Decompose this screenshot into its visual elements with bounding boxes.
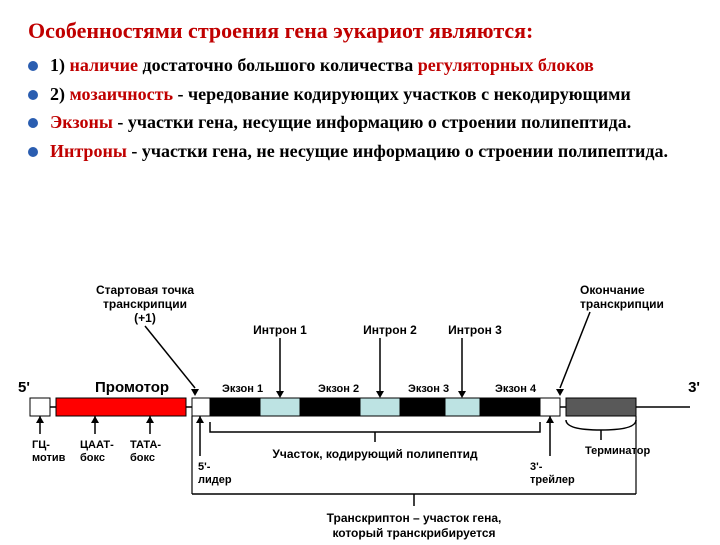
exon2-label: Экзон 2 <box>318 383 359 395</box>
intron3-label: Интрон 3 <box>448 323 502 337</box>
svg-text:бокс: бокс <box>130 452 155 464</box>
svg-text:транскрипции: транскрипции <box>103 297 187 311</box>
seg-gc-motif <box>30 398 50 416</box>
svg-text:бокс: бокс <box>80 452 105 464</box>
svg-text:(+1): (+1) <box>134 311 156 325</box>
svg-text:Стартовая точка: Стартовая точка <box>96 283 194 297</box>
seg-intron3 <box>445 398 480 416</box>
exon3-label: Экзон 3 <box>408 383 449 395</box>
seg-leader <box>192 398 210 416</box>
svg-text:транскрипции: транскрипции <box>580 297 664 311</box>
transcripton-label-2: который транскрибируется <box>332 526 495 540</box>
svg-text:трейлер: трейлер <box>530 474 575 486</box>
promoter-label: Промотор <box>95 379 169 396</box>
trailer-label: 3'- <box>530 461 543 473</box>
svg-text:лидер: лидер <box>198 474 232 486</box>
seg-exon4 <box>480 398 540 416</box>
seg-promoter <box>56 398 186 416</box>
slide-title: Особенностями строения гена эукариот явл… <box>28 18 692 44</box>
intron2-label: Интрон 2 <box>363 323 417 337</box>
seg-intron1 <box>260 398 300 416</box>
bullet-2: 2) мозаичность - чередование кодирующих … <box>28 83 692 106</box>
gene-diagram: 5' 3' Промотор Экзон 1 Экзон 2 Экзон 3 Экзон 4… <box>0 278 720 540</box>
exon4-label: Экзон 4 <box>495 383 537 395</box>
bullet-3: Экзоны - участки гена, несущие информаци… <box>28 111 692 134</box>
seg-terminator <box>566 398 636 416</box>
five-prime-label: 5' <box>18 379 30 396</box>
caat-box-label: ЦААТ- <box>80 439 114 451</box>
leader-label: 5'- <box>198 461 211 473</box>
seg-exon2a <box>300 398 330 416</box>
intron1-label: Интрон 1 <box>253 323 307 337</box>
tata-box-label: ТАТА- <box>130 439 161 451</box>
seg-exon1 <box>210 398 260 416</box>
gc-motif-label: ГЦ- <box>32 439 50 451</box>
terminator-label: Терминатор <box>585 445 650 457</box>
bullet-4: Интроны - участки гена, не несущие инфор… <box>28 140 692 163</box>
seg-exon2b <box>330 398 360 416</box>
bullet-list: 1) наличие достаточно большого количеств… <box>28 54 692 162</box>
coding-region-label: Участок, кодирующий полипептид <box>272 447 478 461</box>
seg-exon3 <box>400 398 445 416</box>
svg-text:Окончание: Окончание <box>580 283 645 297</box>
seg-trailer <box>540 398 560 416</box>
transcripton-label-1: Транскриптон – участок гена, <box>327 511 502 525</box>
exon1-label: Экзон 1 <box>222 383 263 395</box>
three-prime-label: 3' <box>688 379 700 396</box>
bullet-1: 1) наличие достаточно большого количеств… <box>28 54 692 77</box>
seg-intron2 <box>360 398 400 416</box>
svg-text:мотив: мотив <box>32 452 66 464</box>
